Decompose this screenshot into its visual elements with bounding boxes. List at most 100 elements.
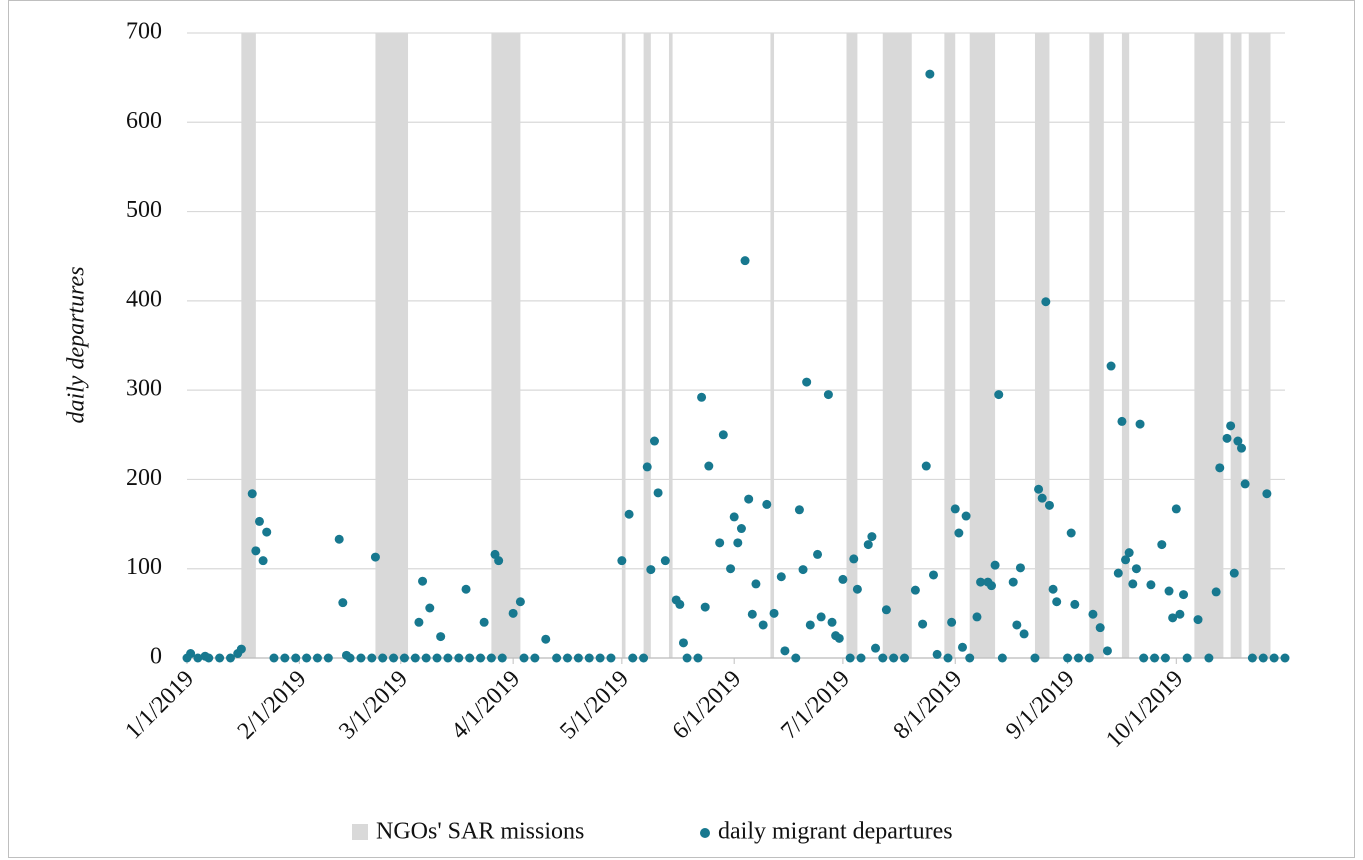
data-point: [1113, 568, 1123, 578]
data-point: [682, 653, 692, 663]
data-point: [247, 489, 257, 499]
data-point: [410, 653, 420, 663]
sar-band: [241, 33, 256, 658]
data-point: [642, 462, 652, 472]
data-point: [805, 620, 815, 630]
data-point: [1088, 609, 1098, 619]
data-point: [225, 653, 235, 663]
data-point: [356, 653, 366, 663]
data-point: [414, 617, 424, 627]
data-point: [476, 653, 486, 663]
data-point: [370, 552, 380, 562]
data-point: [595, 653, 605, 663]
data-point: [729, 512, 739, 522]
data-point: [1070, 599, 1080, 609]
data-point: [856, 653, 866, 663]
data-point: [997, 653, 1007, 663]
data-point: [718, 430, 728, 440]
sar-band: [882, 33, 912, 658]
data-point: [653, 488, 663, 498]
data-point: [1211, 587, 1221, 597]
x-tick-label: 9/1/2019: [1001, 666, 1080, 745]
data-point: [823, 390, 833, 400]
data-point: [432, 653, 442, 663]
data-point: [693, 653, 703, 663]
legend-label: daily migrant departures: [718, 819, 953, 845]
data-point: [1233, 436, 1243, 446]
data-point: [1240, 479, 1250, 489]
legend-swatch-bands: [352, 824, 368, 840]
data-point: [976, 577, 986, 587]
data-point: [1063, 653, 1073, 663]
data-point: [494, 556, 504, 566]
data-point: [193, 653, 203, 663]
data-point: [269, 653, 279, 663]
data-point: [215, 653, 225, 663]
x-tick-label: 7/1/2019: [776, 666, 855, 745]
data-point: [889, 653, 899, 663]
sar-band: [375, 33, 409, 658]
data-point: [1280, 653, 1290, 663]
x-tick-label: 1/1/2019: [120, 666, 199, 745]
x-tick-label: 6/1/2019: [668, 666, 747, 745]
legend-label: NGOs' SAR missions: [376, 819, 584, 845]
data-point: [1175, 609, 1185, 619]
legend-swatch-series: [700, 828, 710, 838]
data-point: [871, 643, 881, 653]
data-point: [1229, 568, 1239, 578]
data-point: [994, 390, 1004, 400]
data-point: [1135, 419, 1145, 429]
sar-band: [1248, 33, 1271, 658]
bands: [241, 33, 1271, 658]
x-tick-label: 5/1/2019: [555, 666, 634, 745]
data-point: [943, 653, 953, 663]
x-tick-label: 8/1/2019: [889, 666, 968, 745]
x-tick-label: 2/1/2019: [233, 666, 312, 745]
data-point: [827, 617, 837, 627]
data-point: [675, 599, 685, 609]
data-point: [1146, 580, 1156, 590]
sar-band: [770, 33, 775, 658]
data-point: [1015, 563, 1025, 573]
x-tick-label: 3/1/2019: [334, 666, 413, 745]
data-point: [1160, 653, 1170, 663]
data-point: [878, 653, 888, 663]
data-point: [486, 653, 496, 663]
data-point: [1030, 653, 1040, 663]
data-point: [639, 653, 649, 663]
sar-band: [1121, 33, 1130, 658]
y-tick-label: 100: [126, 554, 162, 580]
data-point: [1037, 493, 1047, 503]
data-point: [562, 653, 572, 663]
data-point: [1117, 416, 1127, 426]
y-tick-label: 200: [126, 465, 162, 491]
data-point: [834, 633, 844, 643]
sar-band: [846, 33, 858, 658]
data-point: [628, 653, 638, 663]
data-point: [367, 653, 377, 663]
data-point: [1182, 653, 1192, 663]
data-point: [617, 556, 627, 566]
data-point: [660, 556, 670, 566]
sar-band: [621, 33, 626, 658]
data-point: [251, 546, 261, 556]
data-point: [918, 619, 928, 629]
y-tick-label: 700: [126, 19, 162, 45]
data-point: [852, 584, 862, 594]
data-point: [541, 634, 551, 644]
data-point: [950, 504, 960, 514]
sar-band: [1034, 33, 1050, 658]
data-point: [928, 570, 938, 580]
data-point: [302, 653, 312, 663]
data-point: [1073, 653, 1083, 663]
data-point: [204, 653, 214, 663]
data-point: [816, 612, 826, 622]
data-point: [1179, 590, 1189, 600]
data-point: [338, 598, 348, 608]
sar-band: [1194, 33, 1224, 658]
data-point: [1128, 579, 1138, 589]
data-point: [1124, 548, 1134, 558]
data-point: [1222, 433, 1232, 443]
data-point: [1008, 577, 1018, 587]
data-point: [465, 653, 475, 663]
